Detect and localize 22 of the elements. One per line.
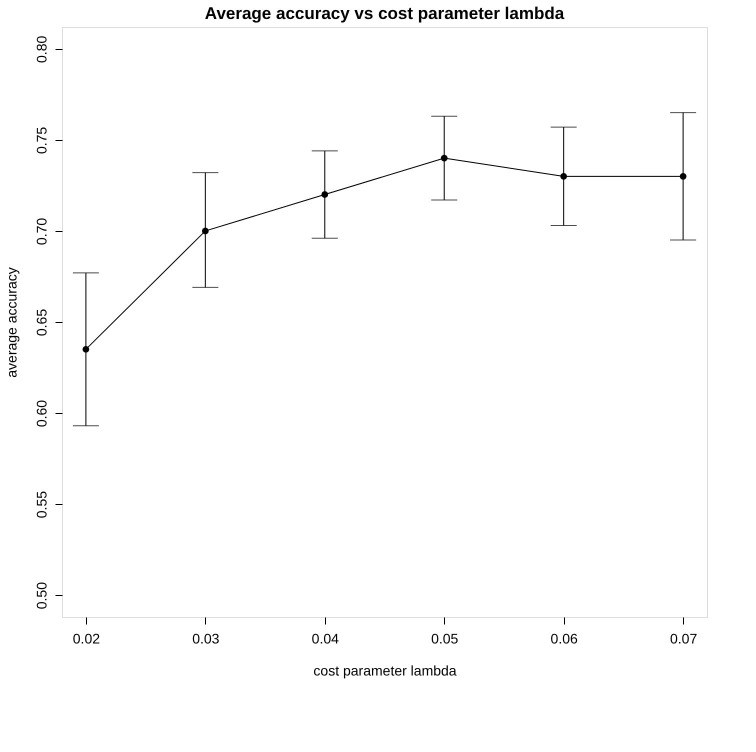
point [202,228,209,234]
y-tick-label: 0.70 [34,218,50,246]
y-tick-label: 0.50 [34,582,50,610]
point [680,172,686,180]
y-axis-title: average accuracy [4,267,20,378]
chart-title: Average accuracy vs cost parameter lambda [204,4,565,23]
point [560,172,568,180]
x-tick-label: 0.05 [431,630,459,646]
x-tick-label: 0.03 [192,630,220,646]
x-tick-label: 0.07 [670,630,698,646]
x-tick-label: 0.06 [550,630,578,646]
point [82,346,90,353]
y-tick-label: 0.55 [34,490,50,518]
point [321,191,328,198]
x-tick-label: 0.02 [72,630,100,646]
y-tick-label: 0.80 [34,36,50,63]
y-tick-label: 0.65 [34,308,50,336]
y-tick-label: 0.75 [34,126,50,154]
x-tick-label: 0.04 [312,630,340,646]
y-tick-label: 0.60 [34,400,50,428]
x-axis-title: cost parameter lambda [313,662,457,678]
point [440,154,448,162]
